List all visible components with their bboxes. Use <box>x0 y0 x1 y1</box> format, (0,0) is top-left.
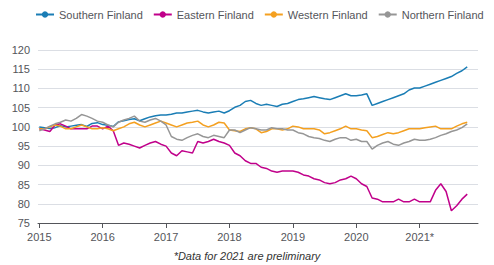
svg-text:110: 110 <box>12 82 30 94</box>
svg-text:100: 100 <box>12 121 30 133</box>
svg-text:2018: 2018 <box>217 231 241 243</box>
svg-text:75: 75 <box>18 217 30 229</box>
svg-text:120: 120 <box>12 44 30 56</box>
svg-text:Eastern Finland: Eastern Finland <box>177 9 254 21</box>
svg-text:95: 95 <box>18 140 30 152</box>
svg-text:*Data for 2021 are preliminary: *Data for 2021 are preliminary <box>174 250 322 262</box>
svg-text:105: 105 <box>12 102 30 114</box>
svg-text:Southern Finland: Southern Finland <box>59 9 143 21</box>
svg-text:2015: 2015 <box>27 231 51 243</box>
svg-text:2020: 2020 <box>344 231 368 243</box>
svg-text:85: 85 <box>18 179 30 191</box>
svg-text:2016: 2016 <box>90 231 114 243</box>
svg-text:2019: 2019 <box>281 231 305 243</box>
svg-text:Western Finland: Western Finland <box>288 9 368 21</box>
svg-text:2021*: 2021* <box>405 231 434 243</box>
svg-text:2017: 2017 <box>154 231 178 243</box>
svg-text:90: 90 <box>18 159 30 171</box>
svg-text:Northern Finland: Northern Finland <box>402 9 484 21</box>
svg-text:115: 115 <box>12 63 30 75</box>
svg-text:80: 80 <box>18 198 30 210</box>
